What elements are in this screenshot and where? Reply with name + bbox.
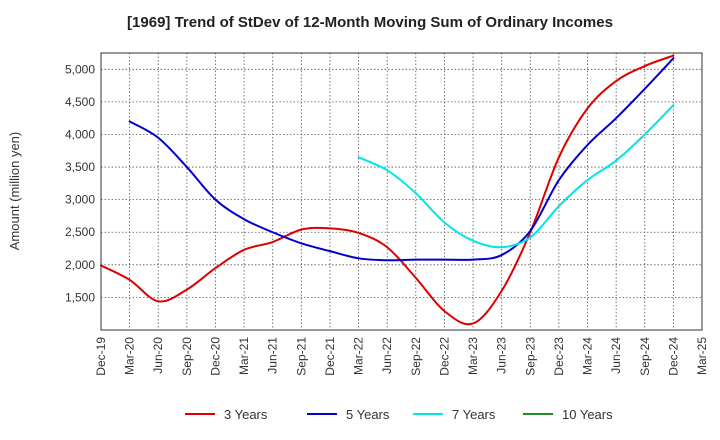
plot-area [100,52,703,331]
series-line-3-years [100,54,675,326]
plot-background [101,53,702,330]
x-tick-label: Dec-20 [208,337,222,376]
x-tick-label: Dec-19 [94,337,108,376]
x-tick-label: Sep-22 [409,337,423,376]
x-tick-label: Mar-25 [695,337,709,375]
series-line-7-years [357,104,675,249]
chart-title: [1969] Trend of StDev of 12-Month Moving… [127,14,613,31]
x-tick-labels: Dec-19 Mar-20 Jun-20 Sep-20 Dec-20 Mar-21 Jun-… [94,337,709,376]
y-tick-labels: 1,500 2,000 2,500 3,000 3,500 4,000 4,500 5,000 [65,62,95,304]
y-tick-label: 4,000 [65,127,95,141]
plot-border [100,52,703,331]
x-tick-label: Mar-20 [123,337,137,375]
x-tick-label: Sep-20 [180,337,194,376]
y-tick-label: 3,500 [65,160,95,174]
x-tick-label: Jun-20 [151,337,165,374]
x-tick-label: Jun-22 [380,337,394,374]
y-tick-label: 2,000 [65,258,95,272]
x-tick-label: Dec-21 [323,337,337,376]
x-tick-label: Jun-21 [266,337,280,374]
y-tick-label: 5,000 [65,62,95,76]
legend-label: 7 Years [452,407,496,422]
legend: 3 Years 5 Years 7 Years 10 Years [185,407,613,422]
x-tick-label: Mar-22 [352,337,366,375]
y-tick-label: 2,500 [65,225,95,239]
x-tick-label: Sep-21 [294,337,308,376]
y-tick-label: 4,500 [65,95,95,109]
x-tick-label: Mar-21 [237,337,251,375]
x-tick-label: Mar-23 [466,337,480,375]
x-tick-label: Jun-23 [495,337,509,374]
y-tick-label: 3,000 [65,193,95,207]
x-tick-label: Sep-24 [638,337,652,376]
x-tick-label: Dec-23 [552,337,566,376]
x-tick-label: Dec-24 [666,337,680,376]
x-tick-label: Mar-24 [581,337,595,375]
x-tick-label: Dec-22 [437,337,451,376]
x-tick-label: Sep-23 [523,337,537,376]
legend-label: 3 Years [224,407,268,422]
series-line-5-years [128,57,675,262]
y-axis-title: Amount (million yen) [7,132,22,251]
legend-label: 10 Years [562,407,613,422]
x-tick-label: Jun-24 [609,337,623,374]
legend-label: 5 Years [346,407,390,422]
y-tick-label: 1,500 [65,290,95,304]
